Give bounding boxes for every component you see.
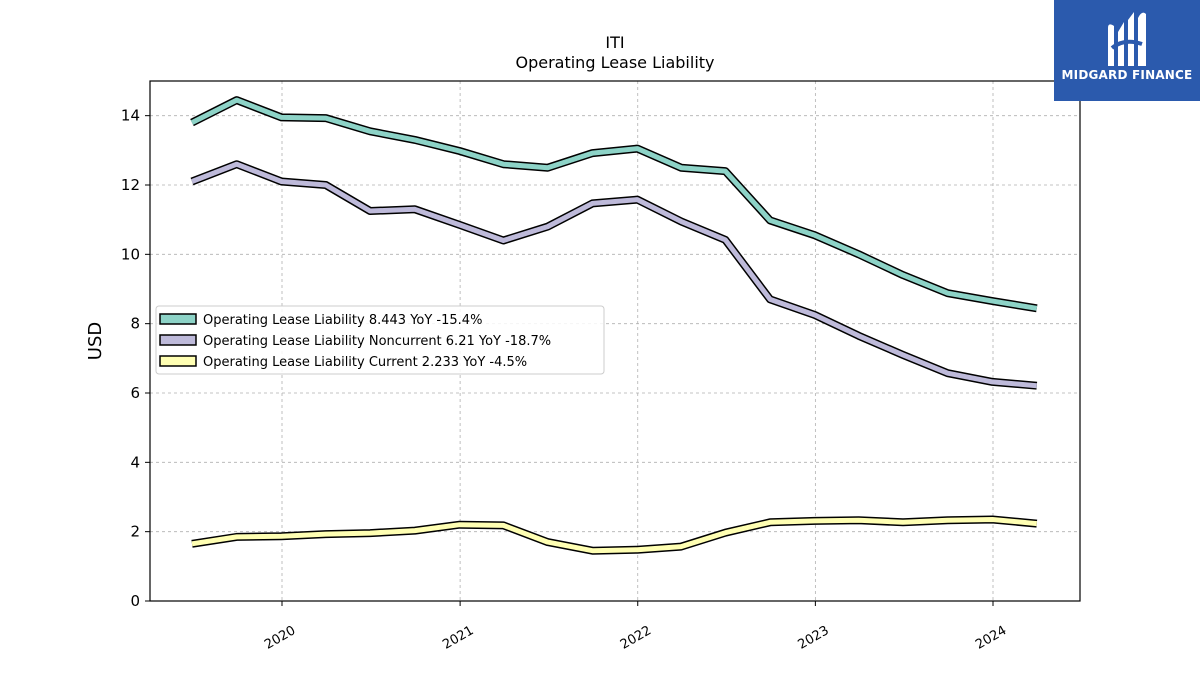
x-ticks: 2020 2021 2022 2023 2024	[262, 601, 1009, 653]
series-layer	[190, 96, 1038, 555]
legend-entry: Operating Lease Liability Current 2.233 …	[203, 355, 527, 370]
y-tick-label: 14	[121, 107, 140, 125]
legend-box	[155, 305, 605, 375]
midgard-finance-logo: MIDGARD FINANCE	[1054, 0, 1200, 101]
x-tick-label: 2021	[440, 623, 476, 653]
x-tick-label: 2023	[796, 623, 832, 653]
chart-title: ITI	[605, 33, 624, 52]
y-tick-label: 8	[130, 315, 140, 333]
y-tick-label: 12	[121, 176, 140, 194]
chart-subtitle: Operating Lease Liability	[515, 53, 714, 72]
logo-mark-icon	[1108, 12, 1146, 67]
legend-entry: Operating Lease Liability Noncurrent 6.2…	[203, 334, 551, 349]
y-ticks: 0 2 4 6 8 10 12 14	[121, 107, 150, 610]
series-line-0	[190, 97, 1038, 311]
y-tick-label: 2	[130, 523, 140, 541]
y-tick-label: 4	[130, 453, 140, 471]
x-tick-label: 2022	[618, 623, 654, 653]
legend-swatch	[159, 355, 197, 367]
legend-swatch	[159, 313, 197, 325]
logo-text: MIDGARD FINANCE	[1061, 68, 1193, 82]
legend-swatch	[159, 334, 197, 346]
y-tick-label: 10	[121, 245, 140, 263]
x-tick-label: 2020	[262, 623, 298, 653]
series-line-1	[191, 161, 1038, 389]
grid	[150, 81, 1080, 602]
legend-entry: Operating Lease Liability 8.443 YoY -15.…	[203, 313, 482, 328]
y-tick-label: 6	[130, 384, 140, 402]
plot-frame	[149, 80, 1081, 602]
legend: Operating Lease Liability 8.443 YoY -15.…	[155, 305, 605, 375]
y-axis-label: USD	[85, 322, 106, 360]
y-tick-label: 0	[130, 592, 140, 610]
series-line-2	[191, 517, 1038, 554]
x-tick-label: 2024	[973, 623, 1009, 653]
